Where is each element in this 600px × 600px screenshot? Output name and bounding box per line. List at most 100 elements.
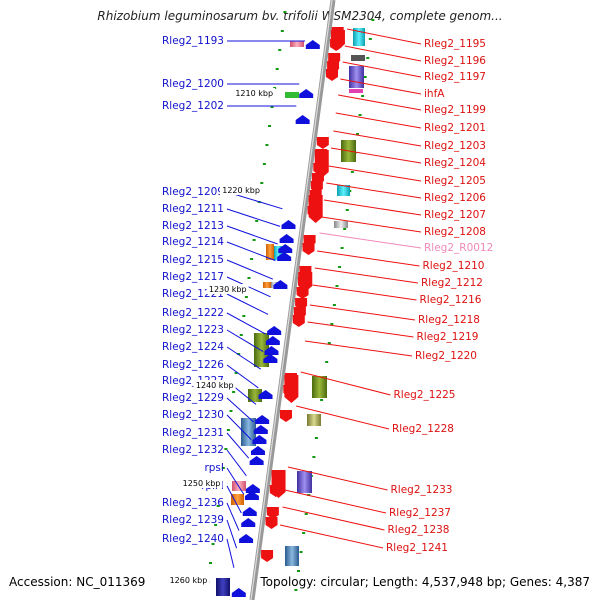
right-gene-label: Rleg2_1237 xyxy=(389,507,451,519)
right-label-connector xyxy=(338,94,422,111)
left-gene-label: Rleg2_1211 xyxy=(162,203,224,215)
kbp-label-bg xyxy=(219,185,262,195)
right-label-connector xyxy=(309,304,416,321)
left-gene-label: Rleg2_1217 xyxy=(162,271,224,283)
right-label-connector xyxy=(296,405,390,430)
reverse-gene-block xyxy=(284,375,299,403)
gene-block-grey-2 xyxy=(334,221,348,228)
right-label-connector xyxy=(304,340,413,357)
left-label-connector xyxy=(226,364,259,389)
accession-text: Accession: NC_011369 xyxy=(9,575,146,589)
left-label-connector xyxy=(226,519,238,549)
forward-gene-arrow xyxy=(277,252,292,261)
gene-block-purple xyxy=(349,66,364,88)
left-label-connector xyxy=(226,276,271,298)
forward-gene-arrow xyxy=(249,456,264,465)
reverse-gene-block xyxy=(330,30,345,50)
left-label-connector xyxy=(226,538,235,568)
kbp-label: 1220 kbp xyxy=(222,186,260,195)
gene-block-green-left-3 xyxy=(248,389,262,402)
kbp-label-bg xyxy=(193,380,236,390)
left-gene-label: Rleg2_1193 xyxy=(162,35,224,47)
reverse-gene-arrow xyxy=(266,507,279,519)
forward-gene-arrow xyxy=(244,491,259,500)
forward-gene-arrow xyxy=(242,507,257,516)
left-gene-label: Rleg2_1200 xyxy=(162,78,224,90)
right-gene-label: Rleg2_1201 xyxy=(424,122,486,134)
forward-gene-arrow xyxy=(255,415,270,424)
right-gene-label: Rleg2_1219 xyxy=(417,331,479,343)
left-label-connector xyxy=(226,502,240,531)
kbp-label-bg xyxy=(167,575,210,585)
left-gene-label: Rleg2_1213 xyxy=(162,220,224,232)
right-label-connector xyxy=(328,165,422,182)
left-label-connector xyxy=(226,397,254,423)
topology-text: Topology: circular; Length: 4,537,948 bp… xyxy=(260,575,590,589)
gene-features xyxy=(216,27,365,597)
kbp-label: 1230 kbp xyxy=(209,285,247,294)
right-gene-label: ihfA xyxy=(424,88,445,100)
reverse-gene-arrow xyxy=(316,137,329,149)
reverse-gene-block xyxy=(271,470,286,498)
gene-block-cyan-left xyxy=(274,246,282,260)
right-label-connector xyxy=(326,182,422,199)
gene-block-pink-left xyxy=(290,41,304,47)
right-gene-label: Rleg2_1233 xyxy=(391,484,453,496)
left-gene-label: rpsI xyxy=(204,462,224,474)
right-label-connector xyxy=(321,216,422,233)
gene-block-cyan-2 xyxy=(337,185,350,196)
right-label-connector xyxy=(312,284,417,301)
kbp-label: 1240 kbp xyxy=(196,381,234,390)
forward-gene-arrow xyxy=(299,89,314,98)
right-label-connector xyxy=(317,250,420,267)
reverse-gene-arrow xyxy=(265,517,278,529)
left-gene-label: Rleg2_1232 xyxy=(162,444,224,456)
genome-backbone-highlight xyxy=(250,0,333,600)
right-gene-label: Rleg2_1220 xyxy=(415,350,477,362)
reverse-gene-arrow xyxy=(279,410,292,422)
kbp-label: 1250 kbp xyxy=(183,479,221,488)
left-gene-label: Rleg2_1209 xyxy=(162,186,224,198)
right-gene-label: Rleg2_1228 xyxy=(392,423,454,435)
genome-title: Rhizobium leguminosarum bv. trifolii WSM… xyxy=(97,9,503,23)
right-gene-label: Rleg2_1196 xyxy=(424,55,486,67)
left-gene-label: Rleg2_1222 xyxy=(162,307,224,319)
forward-gene-arrow xyxy=(265,336,280,345)
reverse-gene-arrow xyxy=(292,315,305,327)
forward-gene-arrow xyxy=(278,244,293,253)
gene-block-grey xyxy=(351,55,365,61)
right-gene-label: Rleg2_1195 xyxy=(424,38,486,50)
kbp-label: 1210 kbp xyxy=(235,89,273,98)
forward-gene-arrow xyxy=(279,234,294,243)
forward-gene-arrow xyxy=(263,354,278,363)
left-gene-label: Rleg2_1223 xyxy=(162,324,224,336)
right-label-connector xyxy=(307,321,414,338)
left-label-connector xyxy=(226,225,278,245)
reverse-gene-block xyxy=(308,195,323,223)
left-label-connector xyxy=(226,414,252,440)
right-label-connector xyxy=(314,267,419,284)
right-gene-label: Rleg2_1225 xyxy=(394,389,456,401)
left-gene-label: Rleg2_1231 xyxy=(162,427,224,439)
left-gene-label: Rleg2_1239 xyxy=(162,514,224,526)
gene-block-olive xyxy=(307,414,321,426)
gene-block-purple-2 xyxy=(297,471,312,493)
gene-block-orange-left xyxy=(266,244,274,260)
kbp-label: 1260 kbp xyxy=(170,576,208,585)
forward-gene-arrow xyxy=(273,280,288,289)
left-gene-label: Rleg2_1229 xyxy=(162,392,224,404)
gene-block-orange-left-3 xyxy=(231,494,244,505)
left-label-connector xyxy=(226,432,250,459)
right-label-connector xyxy=(333,130,422,147)
left-label-connector xyxy=(226,449,247,477)
left-gene-label: Rleg2_1202 xyxy=(162,100,224,112)
right-label-connector xyxy=(280,524,384,549)
right-gene-label: Rleg2_1207 xyxy=(424,209,486,221)
right-gene-label: Rleg2_1238 xyxy=(388,524,450,536)
right-gene-label: Rleg2_1210 xyxy=(423,260,485,272)
right-gene-label: Rleg2_1204 xyxy=(424,157,486,169)
right-label-connector xyxy=(323,199,422,216)
forward-gene-arrow xyxy=(267,326,282,335)
right-gene-label: Rleg2_1218 xyxy=(418,314,480,326)
forward-gene-arrow xyxy=(241,518,256,527)
